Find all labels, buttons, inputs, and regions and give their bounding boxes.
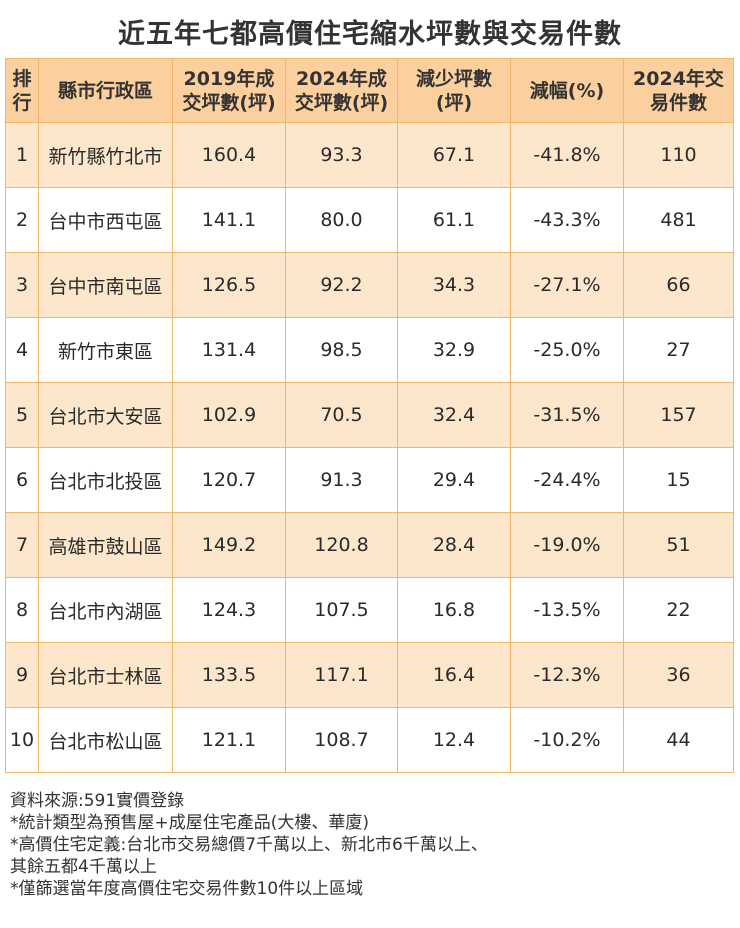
- reduction-cell: 12.4: [397, 707, 511, 773]
- rank-cell: 4: [5, 317, 39, 383]
- rank-cell: 6: [5, 447, 39, 513]
- district-cell: 新竹縣竹北市: [38, 122, 173, 188]
- table-row: 5 台北市大安區 102.9 70.5 32.4 -31.5% 157: [5, 382, 734, 448]
- rank-cell: 1: [5, 122, 39, 188]
- rank-cell: 9: [5, 642, 39, 708]
- rank-cell: 2: [5, 187, 39, 253]
- ping-2019-cell: 160.4: [172, 122, 286, 188]
- deals-2024-cell: 110: [623, 122, 734, 188]
- percent-cell: -31.5%: [510, 382, 624, 448]
- deals-2024-cell: 157: [623, 382, 734, 448]
- deals-2024-cell: 27: [623, 317, 734, 383]
- deals-2024-cell: 66: [623, 252, 734, 318]
- header-percent: 減幅(%): [510, 58, 624, 123]
- ping-2024-cell: 98.5: [285, 317, 398, 383]
- footnote-line: *高價住宅定義:台北市交易總價7千萬以上、新北市6千萬以上、: [10, 835, 488, 855]
- reduction-cell: 16.8: [397, 577, 511, 643]
- ping-2019-cell: 120.7: [172, 447, 286, 513]
- reduction-cell: 32.4: [397, 382, 511, 448]
- deals-2024-cell: 36: [623, 642, 734, 708]
- percent-cell: -25.0%: [510, 317, 624, 383]
- ping-2019-cell: 102.9: [172, 382, 286, 448]
- rank-cell: 7: [5, 512, 39, 578]
- ping-2024-cell: 93.3: [285, 122, 398, 188]
- ping-2019-cell: 133.5: [172, 642, 286, 708]
- percent-cell: -27.1%: [510, 252, 624, 318]
- deals-2024-cell: 15: [623, 447, 734, 513]
- percent-cell: -10.2%: [510, 707, 624, 773]
- rank-cell: 10: [5, 707, 39, 773]
- percent-cell: -13.5%: [510, 577, 624, 643]
- percent-cell: -41.8%: [510, 122, 624, 188]
- ping-2019-cell: 124.3: [172, 577, 286, 643]
- percent-cell: -19.0%: [510, 512, 624, 578]
- header-ping-2024: 2024年成 交坪數(坪): [285, 58, 398, 123]
- table-row: 2 台中市西屯區 141.1 80.0 61.1 -43.3% 481: [5, 187, 734, 253]
- table-row: 6 台北市北投區 120.7 91.3 29.4 -24.4% 15: [5, 447, 734, 513]
- percent-cell: -43.3%: [510, 187, 624, 253]
- header-reduction: 減少坪數 (坪): [397, 58, 511, 123]
- table-row: 9 台北市士林區 133.5 117.1 16.4 -12.3% 36: [5, 642, 734, 708]
- table-row: 4 新竹市東區 131.4 98.5 32.9 -25.0% 27: [5, 317, 734, 383]
- deals-2024-cell: 51: [623, 512, 734, 578]
- ping-2019-cell: 126.5: [172, 252, 286, 318]
- header-deals-2024: 2024年交 易件數: [623, 58, 734, 123]
- deals-2024-cell: 22: [623, 577, 734, 643]
- ping-2024-cell: 80.0: [285, 187, 398, 253]
- deals-2024-cell: 481: [623, 187, 734, 253]
- table-row: 3 台中市南屯區 126.5 92.2 34.3 -27.1% 66: [5, 252, 734, 318]
- reduction-cell: 34.3: [397, 252, 511, 318]
- data-table: 排 行縣市行政區 2019年成 交坪數(坪) 2024年成 交坪數(坪) 減少坪數 (…: [5, 58, 734, 773]
- district-cell: 台北市士林區: [38, 642, 173, 708]
- footnotes: 資料來源:591實價登錄 *統計類型為預售屋+成屋住宅產品(大樓、華廈) *高價住宅…: [10, 790, 488, 900]
- reduction-cell: 32.9: [397, 317, 511, 383]
- district-cell: 台中市西屯區: [38, 187, 173, 253]
- table-body: 1 新竹縣竹北市 160.4 93.3 67.1 -41.8% 110 2 台中市西屯區 141.…: [5, 122, 734, 773]
- reduction-cell: 29.4: [397, 447, 511, 513]
- table-header-row: 排 行縣市行政區 2019年成 交坪數(坪) 2024年成 交坪數(坪) 減少坪數 (…: [5, 58, 734, 123]
- ping-2024-cell: 120.8: [285, 512, 398, 578]
- header-rank: 排 行: [5, 58, 39, 123]
- reduction-cell: 61.1: [397, 187, 511, 253]
- ping-2024-cell: 117.1: [285, 642, 398, 708]
- rank-cell: 5: [5, 382, 39, 448]
- rank-cell: 3: [5, 252, 39, 318]
- footnote-line: 其餘五都4千萬以上: [10, 857, 157, 877]
- table-row: 7 高雄市鼓山區 149.2 120.8 28.4 -19.0% 51: [5, 512, 734, 578]
- table-row: 1 新竹縣竹北市 160.4 93.3 67.1 -41.8% 110: [5, 122, 734, 188]
- page-title: 近五年七都高價住宅縮水坪數與交易件數: [118, 19, 622, 50]
- ping-2024-cell: 70.5: [285, 382, 398, 448]
- footnote-line: *僅篩選當年度高價住宅交易件數10件以上區域: [10, 879, 364, 899]
- ping-2019-cell: 149.2: [172, 512, 286, 578]
- header-ping-2019: 2019年成 交坪數(坪): [172, 58, 286, 123]
- reduction-cell: 28.4: [397, 512, 511, 578]
- reduction-cell: 67.1: [397, 122, 511, 188]
- percent-cell: -12.3%: [510, 642, 624, 708]
- ping-2019-cell: 121.1: [172, 707, 286, 773]
- reduction-cell: 16.4: [397, 642, 511, 708]
- deals-2024-cell: 44: [623, 707, 734, 773]
- ping-2019-cell: 131.4: [172, 317, 286, 383]
- rank-cell: 8: [5, 577, 39, 643]
- footnote-line: *統計類型為預售屋+成屋住宅產品(大樓、華廈): [10, 813, 370, 833]
- district-cell: 台北市內湖區: [38, 577, 173, 643]
- district-cell: 台北市松山區: [38, 707, 173, 773]
- district-cell: 台北市北投區: [38, 447, 173, 513]
- ping-2024-cell: 91.3: [285, 447, 398, 513]
- ping-2024-cell: 107.5: [285, 577, 398, 643]
- ping-2024-cell: 92.2: [285, 252, 398, 318]
- district-cell: 台中市南屯區: [38, 252, 173, 318]
- district-cell: 台北市大安區: [38, 382, 173, 448]
- district-cell: 高雄市鼓山區: [38, 512, 173, 578]
- header-district: 縣市行政區: [38, 58, 173, 123]
- percent-cell: -24.4%: [510, 447, 624, 513]
- table-row: 8 台北市內湖區 124.3 107.5 16.8 -13.5% 22: [5, 577, 734, 643]
- table-row: 10 台北市松山區 121.1 108.7 12.4 -10.2% 44: [5, 707, 734, 773]
- footnote-line: 資料來源:591實價登錄: [10, 791, 185, 811]
- ping-2024-cell: 108.7: [285, 707, 398, 773]
- ping-2019-cell: 141.1: [172, 187, 286, 253]
- district-cell: 新竹市東區: [38, 317, 173, 383]
